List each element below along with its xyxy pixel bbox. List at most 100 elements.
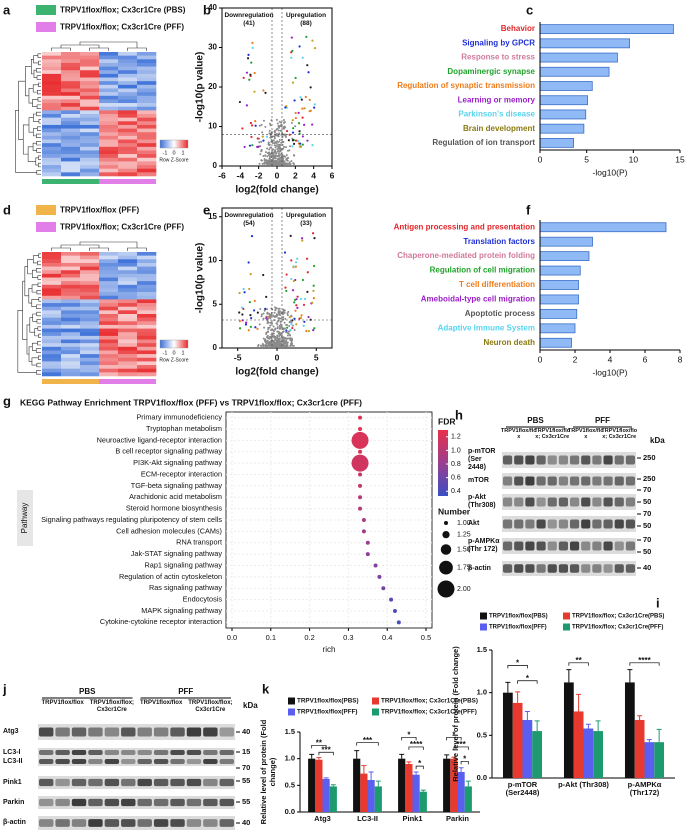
- y-axis-label: Relative level of protein (Fold change): [451, 646, 460, 782]
- background-point: [258, 162, 261, 165]
- heatmap-cell: [80, 161, 100, 166]
- blot-band: [603, 497, 613, 507]
- category-label: Cytokine-cytokine receptor interaction: [100, 617, 222, 626]
- highlight-point: [311, 301, 314, 304]
- background-point: [283, 160, 286, 163]
- background-point: [287, 310, 290, 313]
- heatmap-cell: [99, 59, 119, 64]
- highlight-point: [289, 328, 292, 332]
- background-point: [266, 147, 269, 150]
- dendrogram: [17, 310, 37, 373]
- background-point: [260, 123, 263, 126]
- heatmap-cell: [137, 132, 157, 137]
- blot-band: [536, 455, 546, 465]
- heatmap-cell: [61, 299, 81, 304]
- background-point: [268, 151, 271, 154]
- category-label: B cell receptor signaling pathway: [115, 447, 222, 456]
- color-scale: [159, 339, 189, 349]
- highlight-point: [256, 311, 259, 314]
- background-point: [268, 129, 271, 132]
- y-tick-label: 20: [208, 82, 217, 91]
- highlight-point: [312, 297, 316, 300]
- highlight-point: [290, 51, 293, 54]
- heatmap-cell: [99, 303, 119, 308]
- blot-band: [614, 476, 624, 486]
- highlight-point: [312, 264, 316, 268]
- blot-band: [558, 541, 568, 551]
- heatmap-cell: [118, 135, 138, 140]
- heatmap-cell: [137, 262, 157, 267]
- blot-strip: [502, 473, 636, 489]
- category-label: Neuron death: [483, 338, 535, 347]
- y-tick-label: 0.0: [477, 773, 487, 782]
- dendrogram: [26, 324, 30, 355]
- dendrogram: [15, 110, 37, 173]
- heatmap-cell: [118, 324, 138, 329]
- dendrogram: [37, 89, 41, 95]
- legend-swatch: [36, 222, 56, 232]
- heatmap-cell: [80, 365, 100, 370]
- blot-band: [581, 497, 591, 507]
- x-tick-label: 15: [675, 154, 685, 164]
- row-label: β-actin: [468, 564, 491, 572]
- blot-band: [525, 564, 535, 573]
- heatmap-cell: [80, 306, 100, 311]
- highlight-point: [250, 135, 253, 139]
- bar: [308, 758, 316, 812]
- background-point: [278, 338, 281, 341]
- heatmap-cell: [118, 59, 138, 64]
- heatmap-cell: [118, 62, 138, 67]
- heatmap-cell: [137, 55, 157, 60]
- heatmap-cell: [80, 168, 100, 173]
- bar: [443, 758, 451, 812]
- blot-band: [536, 476, 546, 486]
- blot-band: [55, 778, 70, 787]
- scale-label: -1: [163, 350, 168, 356]
- heatmap-cell: [42, 368, 62, 373]
- heatmap-cell: [118, 317, 138, 322]
- highlight-point: [253, 90, 256, 93]
- dendrogram: [37, 260, 41, 266]
- blot-band: [39, 758, 54, 765]
- blot-band: [104, 778, 120, 787]
- background-point: [268, 122, 271, 125]
- heatmap-cell: [61, 128, 81, 133]
- heatmap-cell: [99, 273, 119, 278]
- background-point: [269, 324, 272, 327]
- heatmap-cell: [137, 270, 157, 275]
- blot-band: [592, 476, 602, 486]
- highlight-point: [295, 304, 298, 307]
- bubble: [358, 472, 363, 477]
- heatmap-cell: [42, 121, 62, 126]
- heatmap-cell: [42, 124, 62, 129]
- heatmap-cell: [61, 365, 81, 370]
- highlight-point: [291, 131, 295, 134]
- heatmap-cell: [42, 343, 62, 348]
- heatmap-cell: [118, 357, 138, 362]
- blot-band: [153, 798, 169, 807]
- heatmap-cell: [42, 288, 62, 293]
- heatmap-cell: [80, 99, 100, 104]
- panel-label: h: [455, 407, 463, 422]
- background-point: [276, 127, 279, 130]
- highlight-point: [248, 144, 252, 147]
- background-point: [276, 340, 279, 343]
- heatmap-cell: [137, 255, 157, 260]
- background-point: [283, 155, 286, 158]
- heatmap-cell: [99, 62, 119, 67]
- x-tick-label: LC3-II: [357, 814, 378, 823]
- heatmap-cell: [42, 77, 62, 82]
- heatmap-cell: [42, 95, 62, 100]
- heatmap-cell: [61, 339, 81, 344]
- heatmap-cell: [80, 165, 100, 170]
- annotation: Upregulation (88): [285, 12, 327, 27]
- heatmap-cell: [61, 328, 81, 333]
- heatmap-cell: [137, 343, 157, 348]
- heatmap-cell: [80, 84, 100, 89]
- dendrogram: [29, 317, 35, 333]
- bar: [412, 774, 420, 812]
- highlight-point: [238, 327, 242, 330]
- heatmap-cell: [99, 73, 119, 78]
- background-point: [263, 339, 266, 342]
- legend-swatch: [288, 708, 295, 716]
